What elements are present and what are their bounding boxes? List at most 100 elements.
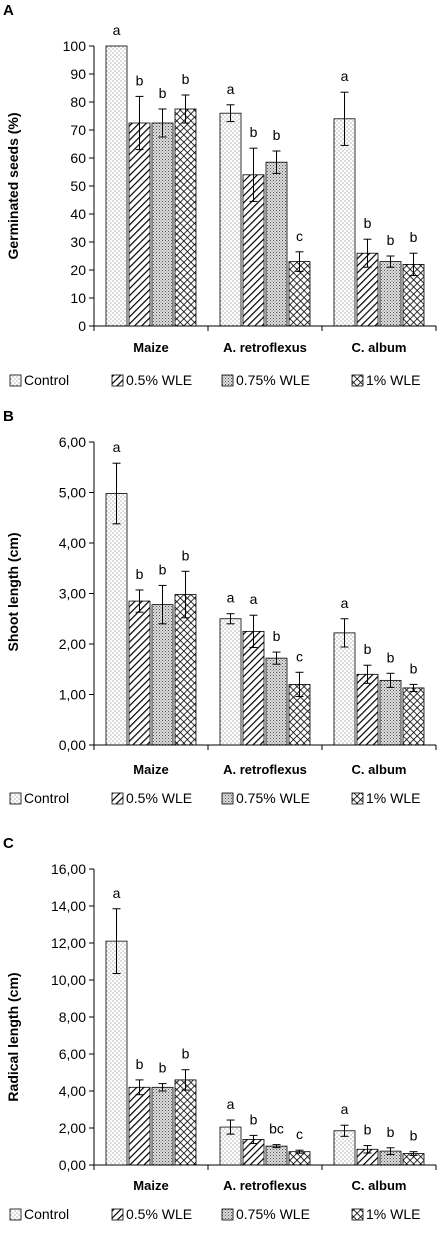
- legend-label: 0.75% WLE: [236, 1206, 310, 1222]
- panel-a-ylabel: Germinated seeds (%): [5, 112, 21, 259]
- bar: [219, 618, 242, 746]
- significance-letter: a: [341, 68, 349, 84]
- y-tick-label: 4,00: [59, 1083, 86, 1099]
- y-tick-label: 3,00: [59, 586, 86, 602]
- bar: [174, 1079, 197, 1166]
- legend-swatch: [351, 374, 364, 387]
- significance-letter: a: [341, 595, 349, 611]
- significance-letter: b: [182, 71, 190, 87]
- bar: [128, 122, 151, 327]
- y-tick-label: 80: [70, 94, 86, 110]
- legend-swatch: [221, 374, 234, 387]
- y-tick-label: 16,00: [51, 861, 86, 877]
- legend-label: 0.5% WLE: [126, 790, 192, 806]
- significance-letter: b: [410, 229, 418, 245]
- panel-a: A Germinated seeds (%) 0 10 20 30 40 50 60 70 80…: [3, 2, 437, 388]
- significance-letter: bc: [269, 1121, 284, 1137]
- significance-letter: b: [364, 641, 372, 657]
- y-tick-label: 4,00: [59, 535, 86, 551]
- y-tick-label: 20: [70, 262, 86, 278]
- significance-letter: b: [387, 232, 395, 248]
- y-tick-label: 14,00: [51, 898, 86, 914]
- significance-letter: b: [387, 649, 395, 665]
- x-tick-label: Maize: [133, 340, 168, 355]
- legend-label: Control: [24, 372, 69, 388]
- panel-c-plot: 0,00 2,00 4,00 6,00 8,00 10,00 12,00 14,00 16,00…: [51, 861, 437, 1193]
- y-tick-label: 1,00: [59, 687, 86, 703]
- x-tick-label: C. album: [352, 762, 407, 777]
- legend-swatch: [9, 374, 22, 387]
- legend-label: 0.75% WLE: [236, 372, 310, 388]
- panel-c: C Radical length (cm) 0,00 2,00 4,00 6,00 8,…: [3, 835, 437, 1222]
- y-tick-label: 8,00: [59, 1009, 86, 1025]
- bar: [265, 657, 288, 746]
- legend-label: 0.5% WLE: [126, 372, 192, 388]
- significance-letter: a: [227, 590, 235, 606]
- y-tick-label: 50: [70, 178, 86, 194]
- x-tick-label: C. album: [352, 340, 407, 355]
- bar: [333, 632, 356, 746]
- significance-letter: c: [296, 1126, 303, 1142]
- panel-a-label: A: [3, 2, 14, 19]
- y-tick-label: 100: [63, 38, 87, 54]
- significance-letter: b: [410, 660, 418, 676]
- significance-letter: a: [341, 1101, 349, 1117]
- panel-c-legend: Control 0.5% WLE 0.75% WLE 1% WLE: [9, 1206, 420, 1222]
- x-tick-label: Maize: [133, 1178, 168, 1193]
- bar: [151, 1086, 174, 1166]
- x-tick-label: A. retroflexus: [223, 1178, 307, 1193]
- y-tick-label: 60: [70, 150, 86, 166]
- bar: [105, 493, 128, 746]
- bar: [333, 118, 356, 327]
- bar: [265, 161, 288, 327]
- y-tick-label: 2,00: [59, 636, 86, 652]
- panel-a-legend: Control 0.5% WLE 0.75% WLE 1% WLE: [9, 372, 420, 388]
- bar: [219, 112, 242, 327]
- panel-b-ylabel: Shoot length (cm): [5, 533, 21, 652]
- significance-letter: b: [182, 547, 190, 563]
- legend-swatch: [351, 1208, 364, 1221]
- significance-letter: b: [159, 85, 167, 101]
- bar: [128, 600, 151, 746]
- significance-letter: a: [113, 885, 121, 901]
- bar: [379, 679, 402, 746]
- significance-letter: b: [364, 1122, 372, 1138]
- panel-c-label: C: [3, 835, 14, 852]
- bar: [288, 1151, 311, 1166]
- significance-letter: b: [136, 566, 144, 582]
- significance-letter: a: [250, 591, 258, 607]
- y-tick-label: 6,00: [59, 1046, 86, 1062]
- legend-swatch: [111, 792, 124, 805]
- significance-letter: c: [296, 648, 303, 664]
- bar: [128, 1086, 151, 1166]
- y-tick-label: 90: [70, 66, 86, 82]
- legend-label: 1% WLE: [366, 790, 420, 806]
- bar: [105, 940, 128, 1166]
- significance-letter: b: [136, 1056, 144, 1072]
- significance-letter: b: [250, 124, 258, 140]
- panel-b-label: B: [3, 408, 14, 425]
- significance-letter: a: [113, 22, 121, 38]
- significance-letter: b: [182, 1046, 190, 1062]
- significance-letter: b: [273, 127, 281, 143]
- legend-label: Control: [24, 1206, 69, 1222]
- y-tick-label: 10: [70, 290, 86, 306]
- significance-letter: b: [159, 1060, 167, 1076]
- panel-b-legend: Control 0.5% WLE 0.75% WLE 1% WLE: [9, 790, 420, 806]
- bar: [379, 261, 402, 327]
- x-tick-label: Maize: [133, 762, 168, 777]
- bar: [105, 45, 128, 327]
- significance-letter: b: [250, 1111, 258, 1127]
- significance-letter: b: [136, 72, 144, 88]
- significance-letter: c: [296, 228, 303, 244]
- y-tick-label: 40: [70, 206, 86, 222]
- legend-label: Control: [24, 790, 69, 806]
- bar: [151, 604, 174, 746]
- significance-letter: b: [410, 1128, 418, 1144]
- x-tick-label: A. retroflexus: [223, 340, 307, 355]
- y-tick-label: 70: [70, 122, 86, 138]
- legend-swatch: [111, 1208, 124, 1221]
